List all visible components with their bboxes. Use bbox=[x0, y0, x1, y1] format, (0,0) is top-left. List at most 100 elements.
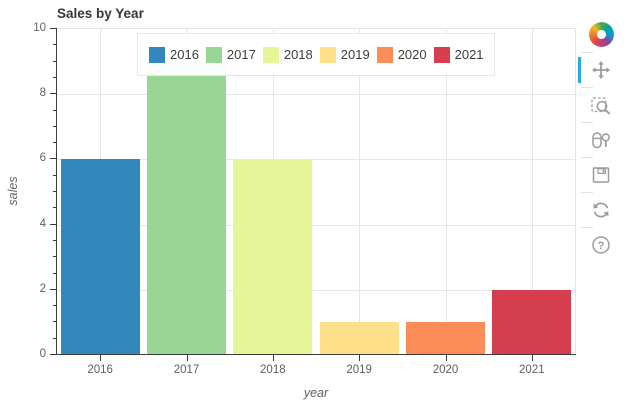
legend-swatch bbox=[376, 46, 393, 63]
v-gridline bbox=[359, 29, 361, 355]
legend-label: 2019 bbox=[340, 47, 370, 62]
x-major-tick bbox=[359, 355, 361, 361]
bokeh-logo[interactable] bbox=[588, 22, 614, 47]
y-minor-tick bbox=[52, 272, 56, 274]
bar-2020 bbox=[406, 322, 485, 355]
y-minor-tick bbox=[52, 125, 56, 127]
legend-label: 2016 bbox=[170, 47, 199, 62]
y-minor-tick bbox=[52, 174, 56, 176]
y-minor-tick bbox=[52, 142, 56, 144]
y-tick-label: 6 bbox=[39, 152, 46, 165]
y-tick-label: 8 bbox=[39, 87, 46, 100]
x-tick-label: 2017 bbox=[173, 364, 200, 376]
legend-item: 2016 bbox=[149, 46, 199, 63]
chart-title: Sales by Year bbox=[57, 6, 144, 21]
y-minor-tick bbox=[52, 44, 56, 46]
y-minor-tick bbox=[52, 109, 56, 111]
y-major-tick bbox=[50, 28, 56, 29]
pan-icon bbox=[592, 61, 610, 79]
y-axis bbox=[56, 28, 57, 355]
box-zoom-tool-button[interactable] bbox=[578, 91, 624, 119]
reset-tool-button[interactable] bbox=[578, 196, 624, 224]
legend-label: 2021 bbox=[454, 47, 484, 62]
x-major-tick bbox=[272, 355, 274, 361]
toolbar-divider bbox=[581, 227, 593, 228]
legend-label: 2017 bbox=[226, 47, 256, 62]
pan-tool-button[interactable] bbox=[578, 56, 624, 84]
y-minor-tick bbox=[52, 239, 56, 241]
y-tick-label: 10 bbox=[33, 22, 46, 34]
y-minor-tick bbox=[52, 60, 56, 62]
legend-item: 2021 bbox=[433, 46, 484, 63]
legend-swatch bbox=[262, 46, 279, 63]
y-minor-tick bbox=[52, 337, 56, 339]
y-tick-label: 0 bbox=[39, 348, 46, 360]
bar-2019 bbox=[319, 322, 399, 355]
h-gridline bbox=[57, 94, 575, 96]
y-major-tick bbox=[50, 223, 56, 225]
y-major-tick bbox=[50, 288, 56, 290]
toolbar-divider bbox=[581, 52, 593, 53]
y-minor-tick bbox=[52, 256, 56, 258]
save-icon bbox=[592, 167, 610, 183]
legend-label: 2018 bbox=[283, 47, 313, 62]
x-major-tick bbox=[100, 355, 102, 361]
toolbar-divider bbox=[581, 122, 593, 123]
y-minor-tick bbox=[52, 76, 56, 78]
box-zoom-icon bbox=[591, 97, 611, 115]
legend-item: 2020 bbox=[376, 46, 427, 63]
legend-swatch bbox=[149, 46, 165, 63]
y-minor-tick bbox=[52, 321, 56, 323]
toolbar-divider bbox=[581, 87, 593, 88]
x-axis bbox=[56, 354, 576, 355]
x-tick-label: 2018 bbox=[260, 364, 286, 376]
help-tool-button[interactable]: ? bbox=[578, 231, 624, 259]
y-major-tick bbox=[50, 354, 56, 355]
legend-item: 2018 bbox=[262, 46, 313, 63]
x-tick-label: 2016 bbox=[87, 364, 113, 376]
bars-layer bbox=[57, 29, 575, 355]
y-tick-label: 4 bbox=[39, 217, 46, 230]
legend-swatch bbox=[433, 46, 450, 63]
y-tick-label: 2 bbox=[39, 282, 46, 295]
svg-text:?: ? bbox=[598, 240, 605, 252]
plot-area[interactable] bbox=[57, 28, 576, 355]
bar-2021 bbox=[492, 289, 572, 355]
legend-swatch bbox=[205, 46, 222, 63]
toolbar: ? bbox=[577, 22, 625, 261]
x-major-tick bbox=[531, 355, 533, 361]
legend-item: 2017 bbox=[205, 46, 256, 63]
y-minor-tick bbox=[52, 305, 56, 307]
x-axis-label: year bbox=[303, 386, 329, 400]
y-axis-label: sales bbox=[6, 176, 20, 206]
x-tick-label: 2020 bbox=[432, 364, 459, 376]
bar-2018 bbox=[233, 159, 313, 355]
h-gridline bbox=[57, 224, 575, 226]
v-gridline bbox=[445, 29, 447, 355]
legend: 2016 2017 2018 2019 2020 2021 bbox=[137, 33, 495, 76]
v-gridline bbox=[531, 29, 533, 355]
legend-swatch bbox=[319, 46, 336, 63]
y-major-tick bbox=[50, 93, 56, 95]
wheel-zoom-icon bbox=[592, 132, 610, 149]
bar-2016 bbox=[60, 159, 140, 355]
wheel-zoom-tool-button[interactable] bbox=[578, 126, 624, 154]
x-tick-label: 2021 bbox=[519, 364, 545, 376]
reset-icon bbox=[593, 202, 609, 218]
y-minor-tick bbox=[52, 207, 56, 209]
help-icon: ? bbox=[592, 236, 610, 254]
h-gridline bbox=[57, 289, 575, 291]
x-tick-label: 2019 bbox=[346, 364, 372, 376]
x-major-tick bbox=[445, 355, 447, 361]
h-gridline bbox=[57, 159, 575, 161]
x-major-tick bbox=[186, 355, 188, 361]
y-minor-tick bbox=[52, 191, 56, 192]
legend-item: 2019 bbox=[319, 46, 370, 63]
y-major-tick bbox=[50, 158, 56, 160]
save-tool-button[interactable] bbox=[578, 161, 624, 189]
toolbar-divider bbox=[581, 192, 593, 193]
bar-2017 bbox=[147, 61, 226, 355]
legend-label: 2020 bbox=[397, 47, 427, 62]
toolbar-divider bbox=[581, 157, 593, 158]
